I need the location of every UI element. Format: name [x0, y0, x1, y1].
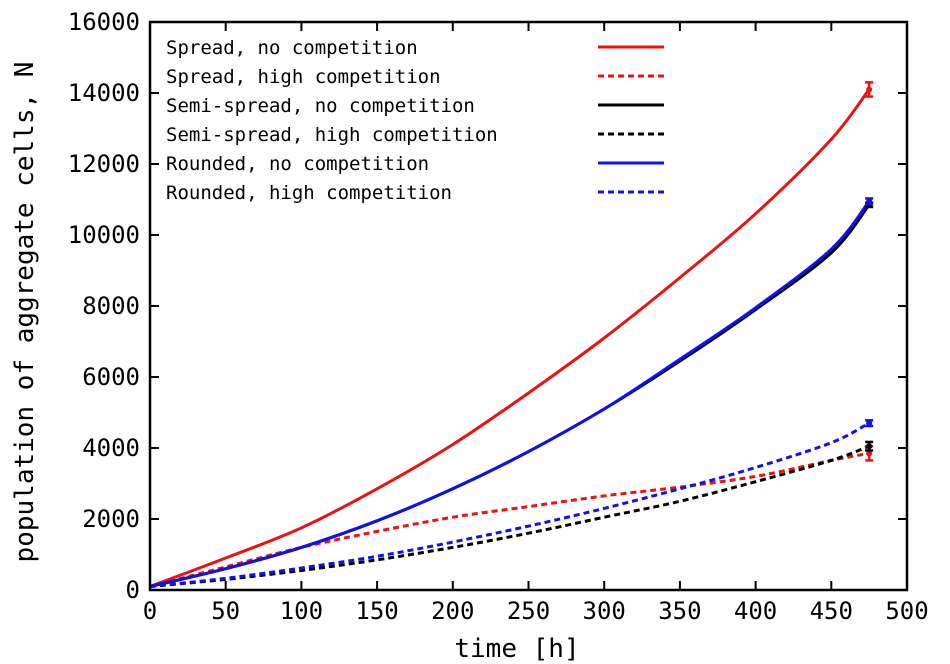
- series-line: [149, 421, 870, 588]
- x-tick-label: 100: [280, 597, 323, 625]
- y-tick-label: 12000: [68, 150, 140, 178]
- x-tick-label: 50: [211, 597, 240, 625]
- series-line: [149, 444, 870, 588]
- y-tick-label: 16000: [68, 8, 140, 36]
- x-tick-label: 150: [355, 597, 398, 625]
- legend-label: Spread, no competition: [166, 37, 418, 59]
- x-tick-label: 0: [143, 597, 157, 625]
- y-tick-label: 2000: [82, 505, 140, 533]
- series-line: [149, 200, 871, 588]
- error-bar: [865, 81, 874, 98]
- x-tick-label: 300: [583, 597, 626, 625]
- legend-label: Spread, high competition: [166, 66, 441, 88]
- series-lines: [149, 88, 871, 588]
- y-tick-label: 14000: [68, 79, 140, 107]
- y-axis-label: population of aggregate cells, N: [10, 62, 40, 563]
- series-line: [149, 88, 871, 588]
- x-tick-label: 400: [734, 597, 777, 625]
- legend: Spread, no competition Spread, high compe…: [166, 37, 664, 204]
- legend-label: Semi-spread, no competition: [166, 95, 475, 117]
- y-axis-ticks: 0 2000 4000 6000 8000 10000 12000 14000 16000: [68, 8, 907, 604]
- y-tick-label: 0: [126, 576, 140, 604]
- legend-label: Rounded, no competition: [166, 153, 429, 175]
- legend-label: Rounded, high competition: [166, 182, 452, 204]
- x-axis-ticks: 0 50 100 150 200 250 300 350 400 450 500: [143, 22, 929, 625]
- x-tick-label: 350: [658, 597, 701, 625]
- error-bar: [865, 419, 874, 428]
- legend-label: Semi-spread, high competition: [166, 124, 498, 146]
- error-bar: [865, 197, 874, 206]
- error-bars: [865, 81, 874, 462]
- x-tick-label: 250: [507, 597, 550, 625]
- x-tick-label: 500: [885, 597, 928, 625]
- x-axis-label: time [h]: [454, 634, 579, 664]
- error-bar: [865, 440, 874, 452]
- series-line: [149, 451, 870, 588]
- x-tick-label: 200: [431, 597, 474, 625]
- y-tick-label: 8000: [82, 292, 140, 320]
- y-tick-label: 6000: [82, 363, 140, 391]
- x-tick-label: 450: [810, 597, 853, 625]
- y-tick-label: 4000: [82, 434, 140, 462]
- y-tick-label: 10000: [68, 221, 140, 249]
